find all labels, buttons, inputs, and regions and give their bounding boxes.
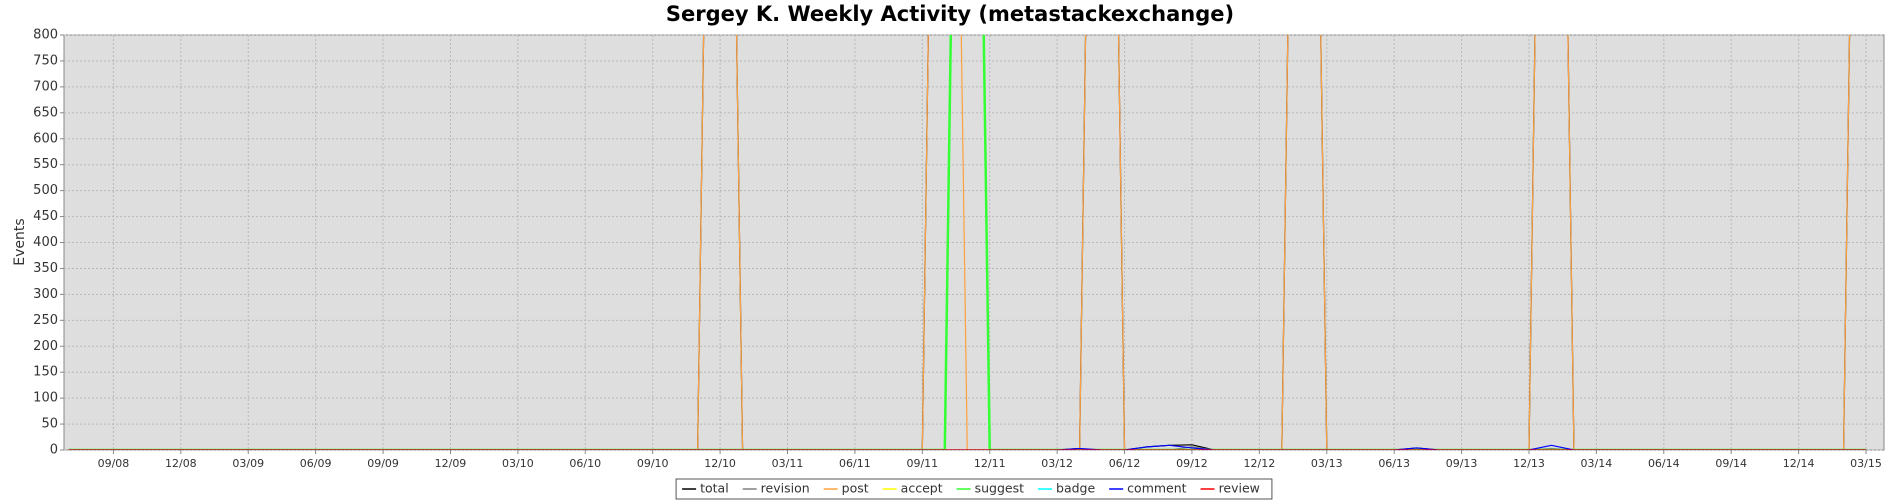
legend-item: accept bbox=[882, 481, 943, 496]
series-line bbox=[68, 444, 1867, 450]
x-tick-label: 06/09 bbox=[300, 457, 332, 470]
y-tick-label: 650 bbox=[33, 105, 58, 120]
x-tick-label: 06/14 bbox=[1648, 457, 1680, 470]
x-tick-label: 09/09 bbox=[367, 457, 399, 470]
x-tick-label: 03/14 bbox=[1581, 457, 1613, 470]
x-tick-label: 06/13 bbox=[1378, 457, 1410, 470]
legend-label: suggest bbox=[975, 481, 1025, 496]
x-tick-label: 12/10 bbox=[704, 457, 736, 470]
legend-item: comment bbox=[1109, 481, 1187, 496]
legend-box bbox=[675, 478, 1273, 500]
y-tick-label: 400 bbox=[33, 235, 58, 250]
grid bbox=[64, 34, 1884, 451]
legend-item: total bbox=[682, 481, 729, 496]
x-tick-label: 03/13 bbox=[1311, 457, 1343, 470]
x-tick-label: 09/11 bbox=[906, 457, 938, 470]
x-tick-label: 03/15 bbox=[1850, 457, 1882, 470]
legend-label: comment bbox=[1127, 481, 1186, 496]
x-tick-label: 09/12 bbox=[1176, 457, 1208, 470]
x-tick-label: 03/11 bbox=[772, 457, 804, 470]
x-tick-label: 06/12 bbox=[1109, 457, 1141, 470]
y-axis-label: Events bbox=[12, 218, 28, 265]
legend-label: accept bbox=[901, 481, 943, 496]
legend-item: revision bbox=[742, 481, 810, 496]
y-tick-label: 500 bbox=[33, 183, 58, 198]
y-tick-label: 0 bbox=[50, 443, 58, 458]
x-tick-label: 03/10 bbox=[502, 457, 534, 470]
x-tick-label: 12/14 bbox=[1783, 457, 1815, 470]
legend-label: review bbox=[1219, 481, 1260, 496]
y-tick-label: 600 bbox=[33, 131, 58, 146]
x-tick-label: 12/08 bbox=[165, 457, 197, 470]
x-tick-label: 06/10 bbox=[569, 457, 601, 470]
y-tick-label: 750 bbox=[33, 53, 58, 68]
legend-label: revision bbox=[761, 481, 810, 496]
legend-item: suggest bbox=[956, 481, 1025, 496]
y-tick-label: 450 bbox=[33, 209, 58, 224]
y-tick-label: 50 bbox=[41, 417, 58, 432]
legend-item: badge bbox=[1038, 481, 1095, 496]
x-tick-label: 03/12 bbox=[1041, 457, 1073, 470]
x-tick-label: 09/13 bbox=[1446, 457, 1478, 470]
legend-item: review bbox=[1200, 481, 1260, 496]
x-tick-label: 06/11 bbox=[839, 457, 871, 470]
legend-label: post bbox=[842, 481, 869, 496]
x-tick-label: 09/10 bbox=[637, 457, 669, 470]
legend-item: post bbox=[823, 481, 869, 496]
x-tick-label: 12/13 bbox=[1513, 457, 1545, 470]
y-tick-label: 350 bbox=[33, 261, 58, 276]
x-tick-label: 12/09 bbox=[435, 457, 467, 470]
y-tick-label: 200 bbox=[33, 339, 58, 354]
y-tick-label: 250 bbox=[33, 313, 58, 328]
y-tick-label: 700 bbox=[33, 79, 58, 94]
y-tick-label: 300 bbox=[33, 287, 58, 302]
chart-title: Sergey K. Weekly Activity (metastackexch… bbox=[666, 2, 1234, 26]
x-tick-label: 09/14 bbox=[1715, 457, 1747, 470]
legend-label: total bbox=[700, 481, 729, 496]
y-tick-label: 800 bbox=[33, 28, 58, 43]
legend: total revision post accept suggest badge comme… bbox=[675, 478, 1273, 500]
x-tick-label: 03/09 bbox=[232, 457, 264, 470]
x-tick-label: 09/08 bbox=[98, 457, 130, 470]
y-tick-label: 100 bbox=[33, 391, 58, 406]
y-tick-label: 150 bbox=[33, 365, 58, 380]
y-tick-label: 550 bbox=[33, 157, 58, 172]
series-lines bbox=[68, 35, 1867, 450]
x-tick-label: 12/11 bbox=[974, 457, 1006, 470]
x-tick-label: 12/12 bbox=[1244, 457, 1276, 470]
legend-label: badge bbox=[1056, 481, 1095, 496]
